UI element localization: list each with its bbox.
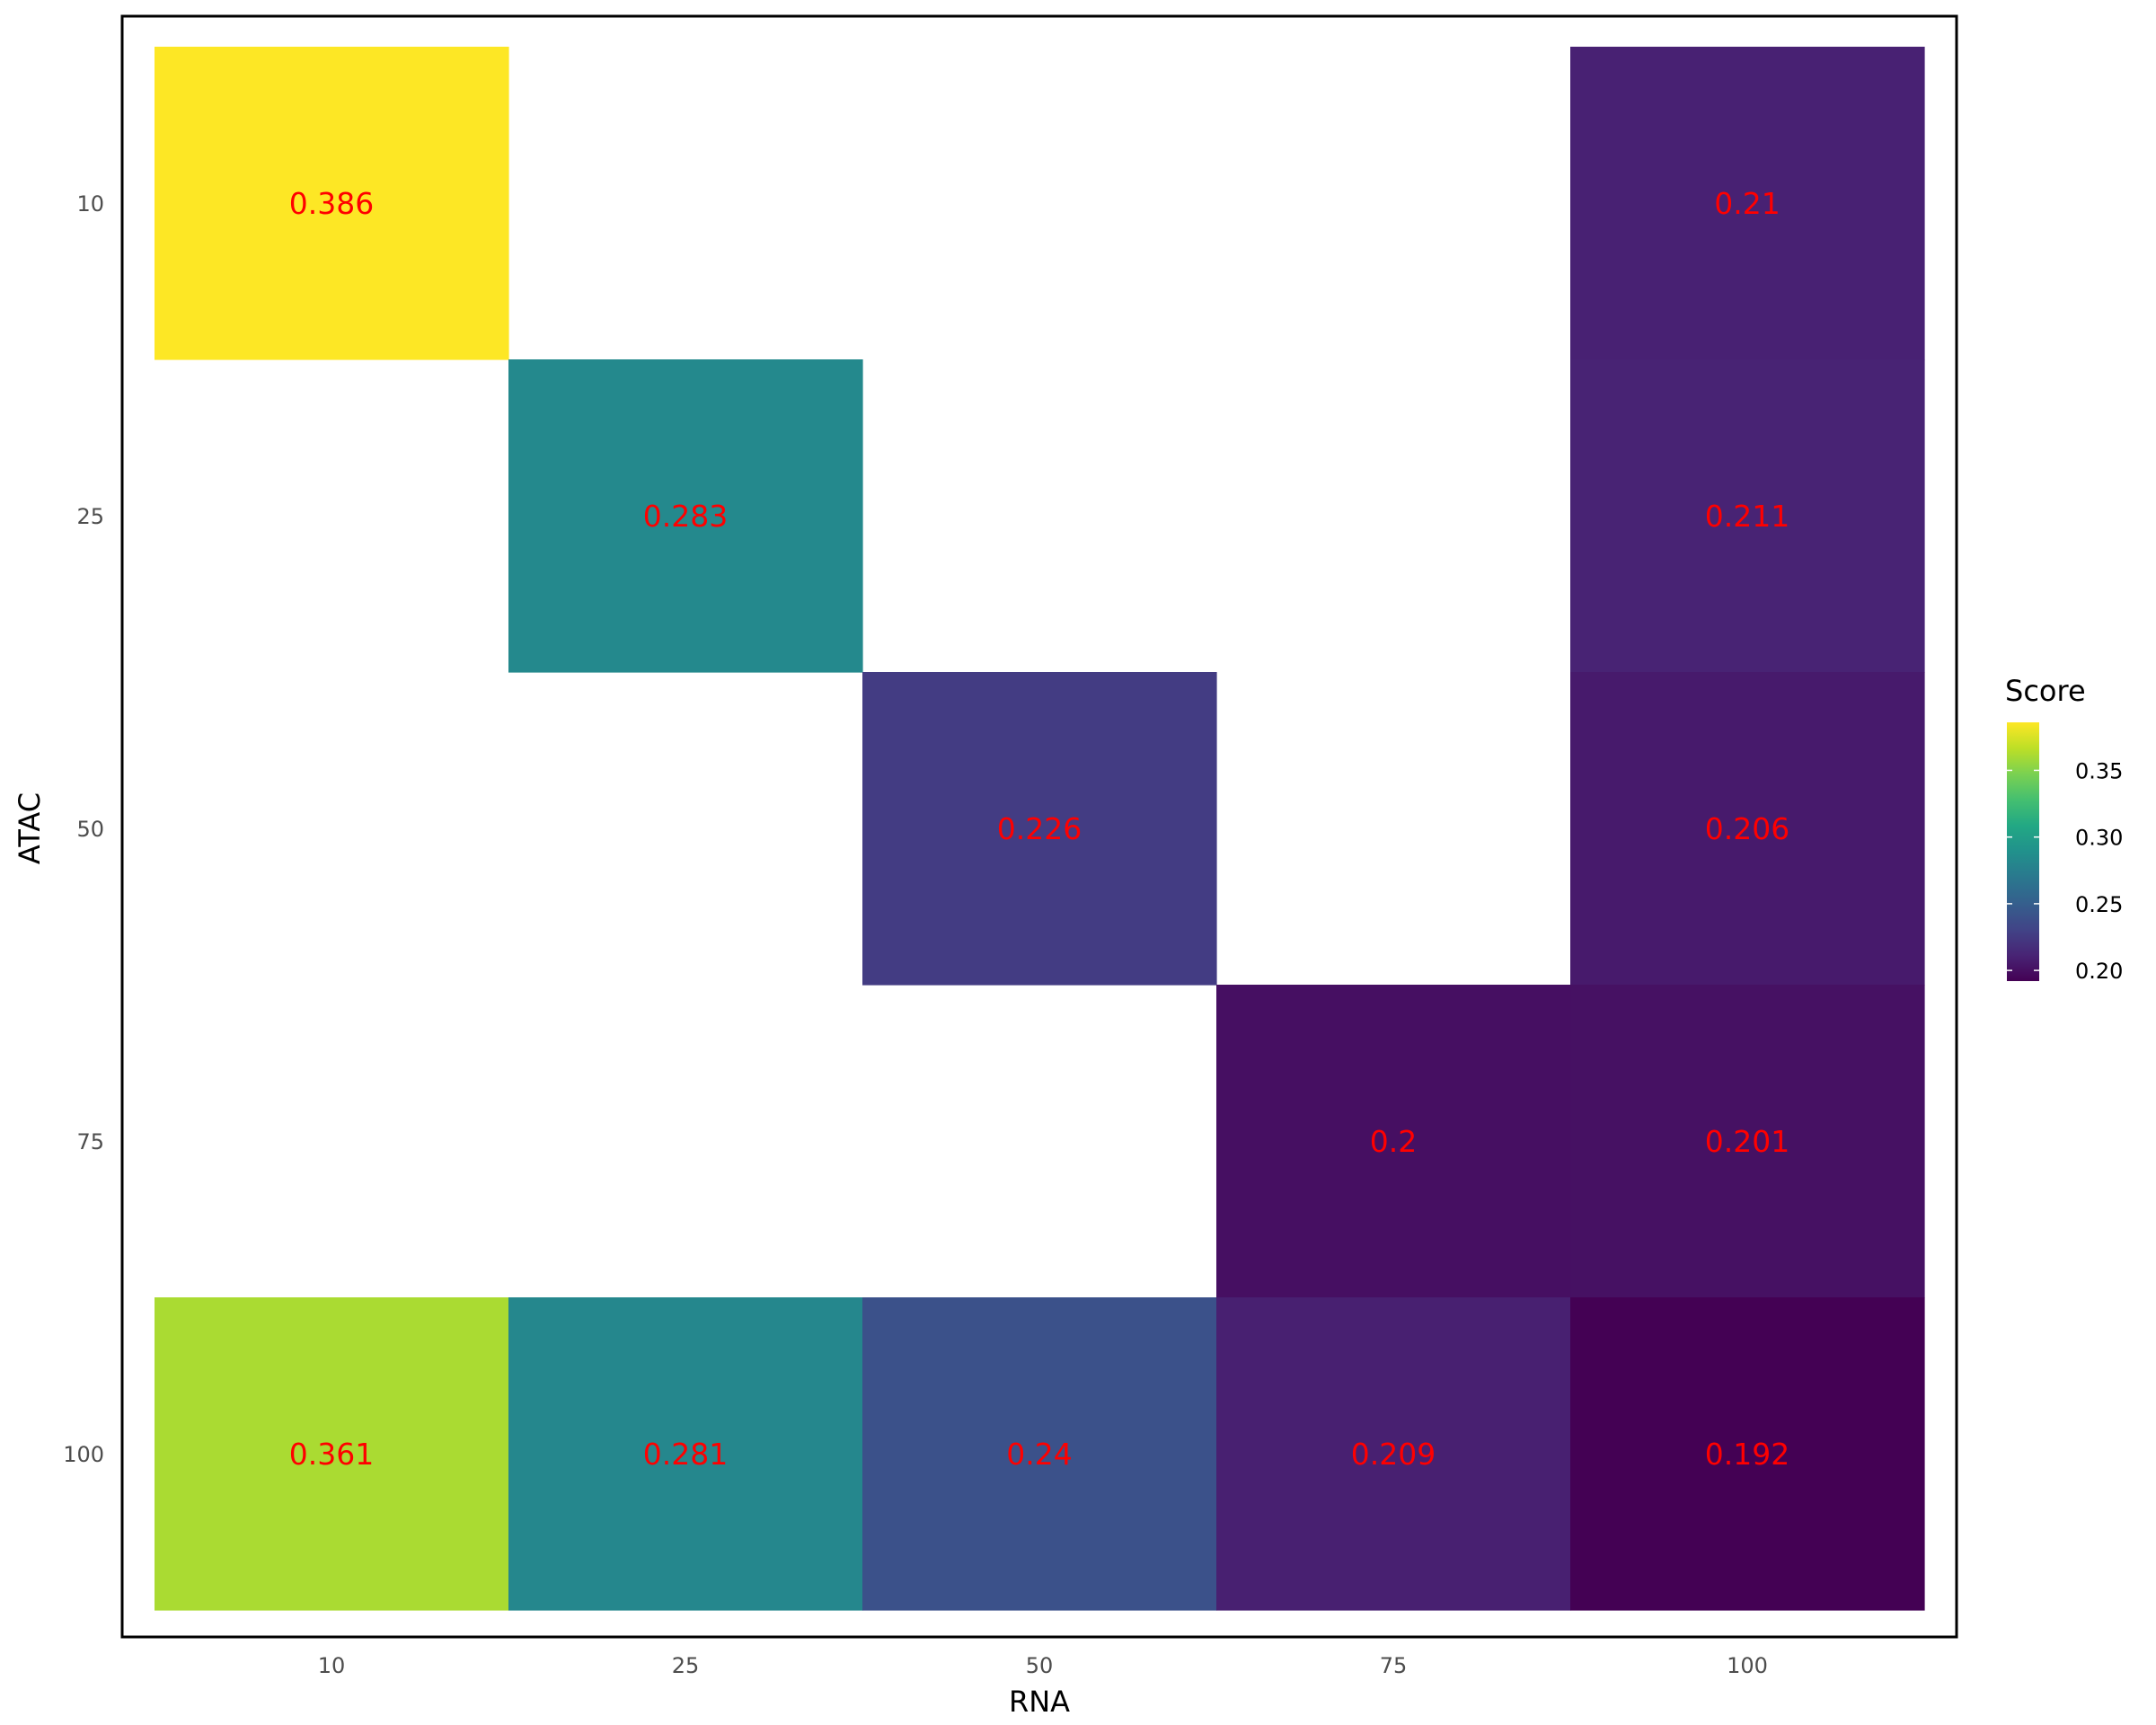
- cell-value-label: 0.211: [1705, 499, 1789, 534]
- cell-value-label: 0.281: [643, 1437, 728, 1472]
- y-axis-title: ATAC: [13, 792, 47, 864]
- heatmap-cells: 0.386 0.21 0.283 0.211 0.226 0.206 0.2 0.201 0.3…: [155, 47, 1925, 1611]
- cell-value-label: 0.386: [289, 186, 374, 221]
- x-axis-title: RNA: [1009, 1685, 1070, 1719]
- y-tick-label: 75: [76, 1129, 104, 1154]
- x-tick-label: 100: [1727, 1653, 1768, 1678]
- cell-value-label: 0.24: [1006, 1437, 1072, 1472]
- cell-value-label: 0.283: [643, 499, 728, 534]
- legend-tick-label: 0.30: [2075, 826, 2123, 851]
- cell-value-label: 0.361: [289, 1437, 374, 1472]
- y-axis-ticks: 10 25 50 75 100: [63, 191, 104, 1467]
- panel-border: [120, 14, 1958, 1639]
- x-tick-label: 50: [1026, 1653, 1054, 1678]
- legend-tick-label: 0.25: [2075, 892, 2123, 917]
- legend-tick-label: 0.20: [2075, 959, 2123, 984]
- cell-value-label: 0.21: [1714, 186, 1780, 221]
- cell-value-label: 0.201: [1705, 1124, 1789, 1159]
- x-tick-label: 75: [1380, 1653, 1408, 1678]
- heatmap-cell: [1216, 1297, 1571, 1611]
- cell-value-label: 0.2: [1370, 1124, 1417, 1159]
- legend-title: Score: [2005, 674, 2086, 708]
- heatmap-cell: [862, 672, 1217, 986]
- heatmap-cell: [862, 1297, 1217, 1611]
- cell-value-label: 0.226: [997, 811, 1082, 846]
- x-axis-ticks: 10 25 50 75 100: [318, 1653, 1768, 1678]
- legend-colorbar: [2007, 722, 2039, 981]
- heatmap-cell: [155, 47, 509, 360]
- heatmap-cell: [1570, 672, 1925, 986]
- legend: Score 0.20 0.25 0.30 0.35: [2005, 674, 2123, 984]
- legend-ticks: 0.20 0.25 0.30 0.35: [2007, 758, 2123, 984]
- heatmap-cell: [508, 359, 863, 673]
- heatmap-cell: [1216, 985, 1571, 1298]
- heatmap-cell: [508, 1297, 863, 1611]
- x-tick-label: 10: [318, 1653, 346, 1678]
- heatmap-cell: [155, 1297, 509, 1611]
- heatmap-cell: [1570, 1297, 1925, 1611]
- heatmap-cell: [1570, 359, 1925, 673]
- y-tick-label: 10: [76, 191, 104, 217]
- heatmap-cell: [1570, 985, 1925, 1298]
- y-tick-label: 100: [63, 1442, 104, 1467]
- legend-tick-label: 0.35: [2075, 758, 2123, 783]
- cell-value-label: 0.209: [1351, 1437, 1436, 1472]
- y-tick-label: 25: [76, 504, 104, 529]
- cell-value-label: 0.206: [1705, 811, 1789, 846]
- heatmap-cell: [1570, 47, 1925, 360]
- y-tick-label: 50: [76, 817, 104, 842]
- cell-value-label: 0.192: [1705, 1437, 1789, 1472]
- x-tick-label: 25: [672, 1653, 700, 1678]
